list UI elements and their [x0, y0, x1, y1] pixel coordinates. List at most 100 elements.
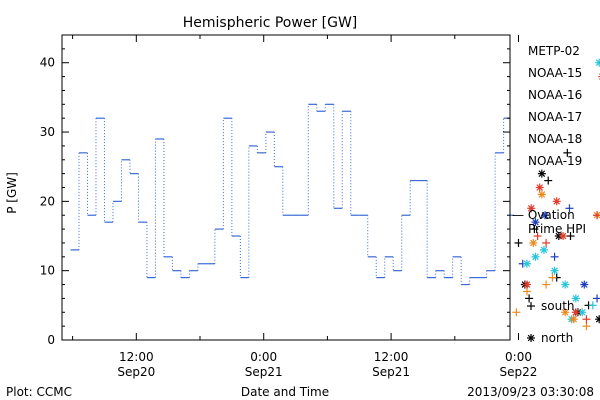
y-tick-label: 20: [40, 194, 55, 208]
point-noaa-15: [550, 252, 559, 261]
x-tick-label-time: 0:00: [505, 350, 532, 364]
y-tick-label: 40: [40, 56, 55, 70]
plot-frame: [61, 34, 511, 341]
point-noaa-15: [565, 204, 574, 213]
y-tick-label: 10: [40, 264, 55, 278]
point-metp-02: [595, 315, 600, 324]
marker-stroke: [595, 61, 600, 67]
point-noaa-18: [537, 190, 546, 199]
marker-stroke: [536, 184, 544, 191]
marker-stroke: [527, 204, 535, 212]
legend-item-noaa-18: NOAA-18: [528, 132, 582, 146]
point-noaa-15: [580, 280, 589, 289]
marker-stroke: [578, 308, 586, 316]
x-tick-label-date: Sep20: [117, 365, 155, 379]
point-noaa-16: [571, 294, 580, 303]
point-noaa-19: [552, 197, 561, 206]
y-axis-label: P [GW]: [5, 172, 19, 214]
point-noaa-16: [539, 245, 548, 254]
point-noaa-16: [550, 266, 559, 275]
axes: 01020304012:00Sep200:00Sep2112:00Sep210:…: [40, 34, 538, 379]
x-tick-label-date: Sep21: [245, 365, 283, 379]
point-noaa-16: [522, 259, 531, 268]
point-metp-02: [514, 238, 523, 247]
ovation-series: [70, 103, 514, 286]
marker-stroke: [570, 315, 578, 323]
marker-stroke: [530, 239, 537, 247]
point-noaa-16: [578, 308, 587, 317]
point-noaa-19: [542, 238, 551, 247]
legend-marker-north: [527, 334, 535, 342]
x-tick-label-date: Sep21: [372, 365, 410, 379]
marker-stroke: [538, 191, 546, 198]
x-tick-label-date: Sep22: [500, 365, 538, 379]
marker-stroke: [572, 295, 580, 302]
point-noaa-18: [548, 273, 557, 282]
x-axis-label: Date and Time: [241, 385, 329, 399]
point-noaa-19: [527, 204, 536, 213]
marker-stroke: [572, 308, 580, 316]
point-noaa-18: [522, 287, 531, 296]
footer-credit: Plot: CCMC: [6, 385, 72, 399]
point-noaa-19: [571, 308, 580, 317]
plot-area: [70, 103, 514, 286]
marker-stroke: [551, 267, 558, 274]
x-tick-label-time: 12:00: [119, 350, 154, 364]
point-noaa-18: [542, 280, 551, 289]
legend-ovation-line2: Prime HPI: [528, 222, 586, 236]
point-metp-02: [563, 148, 572, 157]
marker-stroke: [553, 198, 561, 205]
point-noaa-18: [582, 322, 591, 331]
point-noaa-15: [593, 294, 600, 303]
point-metp-02: [525, 294, 534, 303]
legend-marker-label-south: south: [541, 299, 575, 313]
y-tick-label: 0: [47, 333, 55, 347]
marker-stroke: [540, 246, 548, 254]
point-noaa-15: [541, 211, 550, 220]
point-noaa-16: [588, 301, 597, 310]
marker-stroke: [541, 211, 549, 219]
marker-stroke: [523, 281, 531, 288]
point-noaa-19: [522, 280, 531, 289]
point-noaa-16: [595, 58, 600, 67]
marker-stroke: [595, 317, 600, 323]
marker-stroke: [532, 253, 539, 261]
chart-title: Hemispheric Power [GW]: [183, 15, 358, 31]
point-noaa-19: [559, 232, 568, 241]
point-noaa-19: [535, 183, 544, 192]
point-noaa-18: [529, 238, 538, 247]
legend: METP-02 NOAA-15 NOAA-16 NOAA-17 NOAA-18 NOAA-…: [512, 44, 586, 345]
x-tick-label-time: 12:00: [374, 350, 409, 364]
point-metp-02: [566, 232, 575, 241]
point-noaa-16: [531, 252, 540, 261]
marker-stroke: [559, 232, 567, 240]
point-noaa-18: [512, 308, 521, 317]
legend-item-noaa-16: NOAA-16: [528, 88, 582, 102]
point-noaa-16: [561, 280, 570, 289]
point-metp-02: [537, 169, 546, 178]
legend-item-noaa-17: NOAA-17: [528, 110, 582, 124]
marker-stroke: [561, 308, 569, 316]
marker-stroke: [527, 334, 535, 342]
footer-timestamp: 2013/09/23 03:30:08: [467, 385, 594, 399]
point-noaa-18: [569, 315, 578, 324]
legend-marker-label-north: north: [541, 331, 573, 345]
legend-item-noaa-15: NOAA-15: [528, 66, 582, 80]
marker-stroke: [538, 170, 546, 177]
legend-item-noaa-19: NOAA-19: [528, 154, 582, 168]
point-noaa-18: [561, 308, 570, 317]
legend-item-metp-02: METP-02: [528, 44, 580, 58]
y-tick-label: 30: [40, 125, 55, 139]
point-noaa-15: [531, 218, 540, 227]
point-metp-02: [530, 225, 539, 234]
marker-stroke: [561, 281, 569, 288]
marker-stroke: [523, 260, 531, 268]
point-metp-02: [544, 176, 553, 185]
point-noaa-19: [582, 315, 591, 324]
point-noaa-19: [533, 232, 542, 241]
x-tick-label-time: 0:00: [250, 350, 277, 364]
marker-stroke: [581, 281, 588, 288]
legend-ovation-line1: — Ovation: [512, 208, 575, 222]
legend-marker-south: [527, 302, 535, 310]
